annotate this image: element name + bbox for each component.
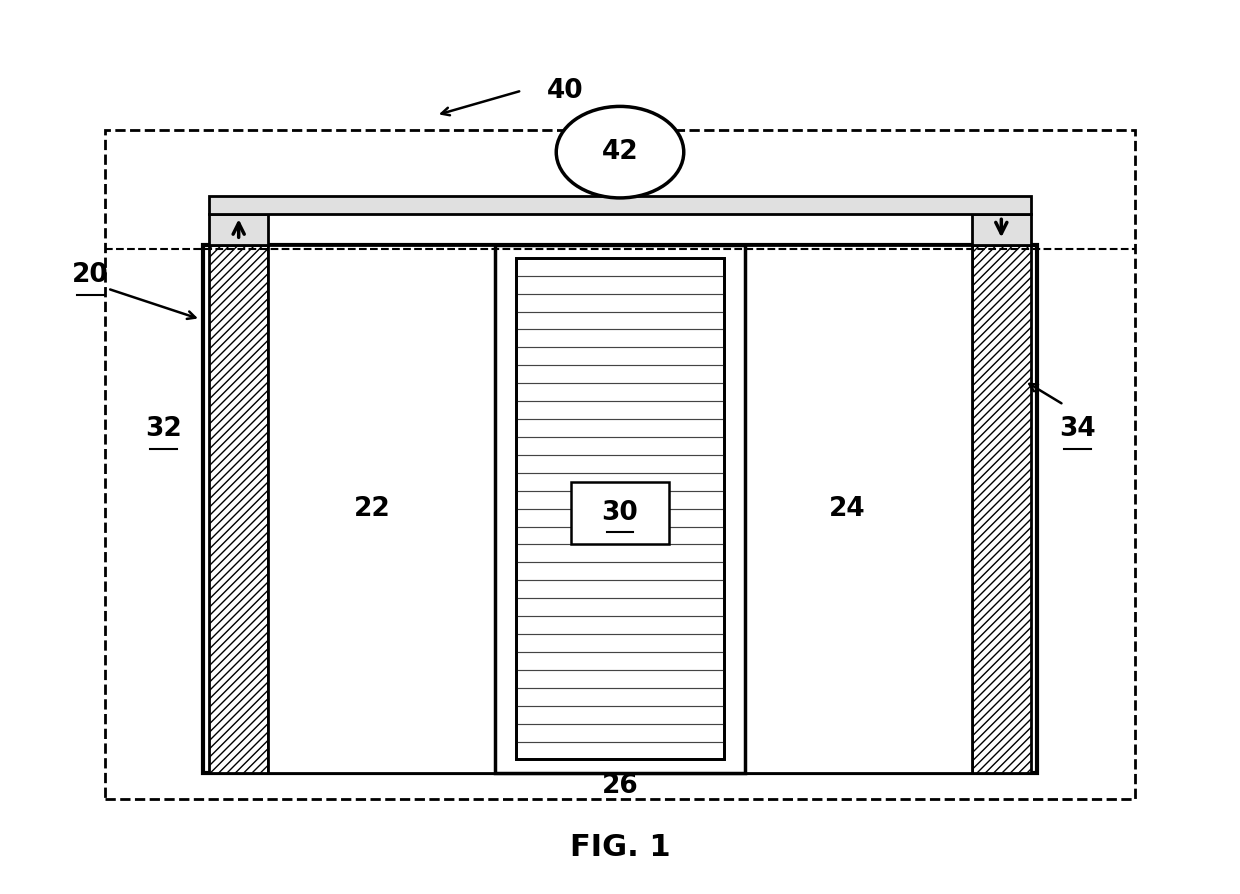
Bar xyxy=(495,245,745,772)
Text: 42: 42 xyxy=(601,139,639,165)
Text: 20: 20 xyxy=(72,262,109,289)
Text: 24: 24 xyxy=(828,495,866,521)
Text: 30: 30 xyxy=(601,500,639,526)
Text: 32: 32 xyxy=(145,417,182,443)
Circle shape xyxy=(557,106,683,198)
Text: 22: 22 xyxy=(353,495,391,521)
Bar xyxy=(972,245,1030,772)
Text: 40: 40 xyxy=(547,78,583,104)
Bar xyxy=(516,257,724,759)
Bar xyxy=(972,214,1030,245)
Bar xyxy=(210,196,1030,214)
Bar xyxy=(516,257,724,759)
Text: 34: 34 xyxy=(1059,417,1096,443)
Bar xyxy=(570,482,670,544)
Bar xyxy=(210,214,268,245)
Text: FIG. 1: FIG. 1 xyxy=(569,833,671,862)
Bar xyxy=(268,245,495,772)
Bar xyxy=(210,245,268,772)
Bar xyxy=(203,245,1037,772)
Bar xyxy=(105,131,1135,799)
Bar xyxy=(745,245,972,772)
Text: 26: 26 xyxy=(601,772,639,799)
